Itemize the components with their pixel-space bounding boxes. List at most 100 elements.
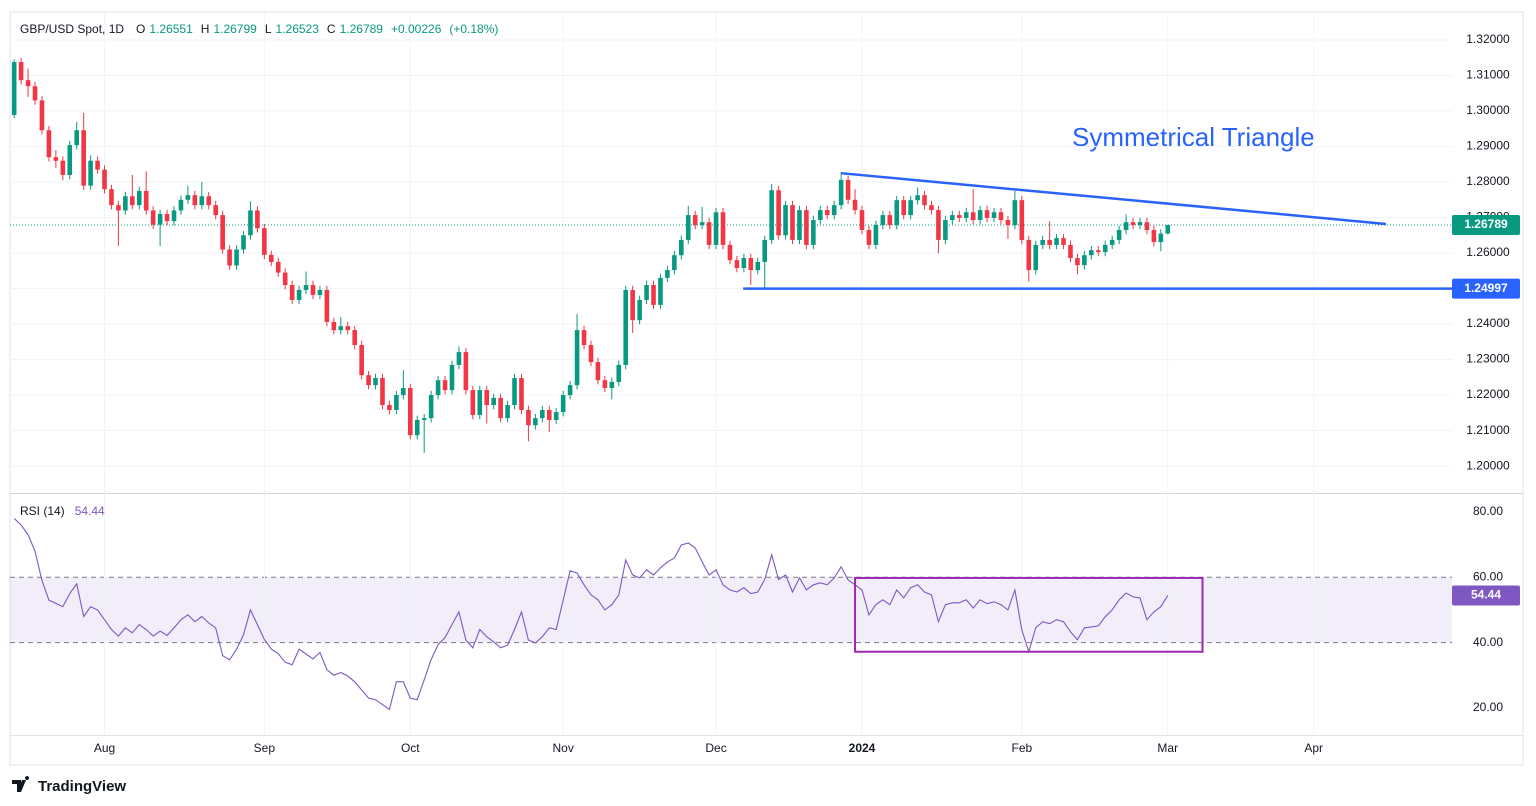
candle-body xyxy=(227,249,232,266)
candle-body xyxy=(317,289,323,295)
candle-body xyxy=(25,80,31,87)
candle-body xyxy=(936,210,941,240)
candle-body xyxy=(414,419,420,436)
ohlc-value: 1.26799 xyxy=(213,22,257,36)
candle-body xyxy=(53,157,59,161)
candle-body xyxy=(998,212,1004,221)
candle-body xyxy=(811,220,816,245)
candle-body xyxy=(672,255,677,271)
candle-body xyxy=(540,409,545,419)
x-tick-label: Nov xyxy=(553,741,574,755)
candle-body xyxy=(894,200,900,226)
rsi-last-box xyxy=(1452,585,1520,606)
last-price-box xyxy=(1452,215,1520,236)
candle-body xyxy=(1158,233,1164,243)
candle-body xyxy=(470,390,476,415)
candle-body xyxy=(289,285,295,300)
candle-body xyxy=(1082,255,1087,266)
candle-body xyxy=(741,258,747,268)
candle-body xyxy=(616,364,622,382)
candle-body xyxy=(1123,222,1129,230)
candle-body xyxy=(1130,222,1136,226)
candle-body xyxy=(1026,239,1032,271)
candle-body xyxy=(852,199,858,211)
candle-body xyxy=(435,380,441,396)
candle-body xyxy=(665,270,670,278)
candle-body xyxy=(859,210,865,230)
candle-body xyxy=(922,195,927,206)
candle-body xyxy=(519,378,524,410)
y-tick-label: 1.26000 xyxy=(1466,245,1510,259)
candle-body xyxy=(192,195,198,206)
candle-body xyxy=(1095,250,1101,252)
candle-body xyxy=(1054,238,1059,245)
candle-body xyxy=(394,395,399,410)
candle-body xyxy=(1075,258,1080,266)
candle-body xyxy=(1165,225,1171,234)
candle-body xyxy=(783,205,788,236)
candle-body xyxy=(296,289,302,300)
support-label: 1.24997 xyxy=(1464,281,1508,295)
candle-body xyxy=(102,169,107,190)
rsi-legend: RSI (14) 54.44 xyxy=(20,504,105,518)
candle-body xyxy=(463,352,469,391)
candle-body xyxy=(18,62,24,81)
candle-body xyxy=(845,179,851,200)
candle-body xyxy=(373,378,378,386)
candle-body xyxy=(956,215,962,218)
candle-body xyxy=(46,130,52,158)
candle-body xyxy=(199,196,205,206)
candle-body xyxy=(1068,244,1073,259)
y-tick-label: 1.22000 xyxy=(1466,387,1510,401)
candle-body xyxy=(748,258,754,271)
candle-body xyxy=(178,199,184,211)
candle-body xyxy=(776,190,781,236)
candle-body xyxy=(1019,200,1025,240)
candle-body xyxy=(734,260,740,268)
candle-body xyxy=(171,210,177,222)
rsi-title: RSI (14) xyxy=(20,504,65,518)
y-tick-label: 1.32000 xyxy=(1466,32,1510,46)
candle-body xyxy=(456,352,462,365)
candle-body xyxy=(637,299,642,321)
candle-body xyxy=(915,195,920,201)
candle-body xyxy=(755,261,761,271)
candle-body xyxy=(970,212,976,221)
candle-body xyxy=(1033,244,1039,271)
rsi-tick-label: 60.00 xyxy=(1473,569,1503,583)
candle-body xyxy=(157,214,163,225)
candle-body xyxy=(81,130,86,186)
candle-body xyxy=(282,272,288,286)
rsi-band xyxy=(10,577,1452,643)
candle-body xyxy=(484,390,490,406)
candle-body xyxy=(873,225,879,245)
candle-body xyxy=(1151,229,1157,243)
candle-body xyxy=(130,196,135,206)
candle-body xyxy=(74,130,80,146)
x-tick-label: Oct xyxy=(401,741,420,755)
annotation: Symmetrical Triangle xyxy=(1072,122,1315,152)
candle-body xyxy=(150,210,156,225)
candle-body xyxy=(651,285,656,305)
candle-body xyxy=(164,214,170,222)
symbol: GBP/USD Spot, 1D xyxy=(20,22,125,36)
ohlc-value: 1.26789 xyxy=(339,22,383,36)
candle-body xyxy=(255,210,260,229)
x-tick-label: Dec xyxy=(705,741,726,755)
ohlc-label: L xyxy=(264,22,272,36)
candle-body xyxy=(679,239,684,256)
ohlc-label: H xyxy=(200,22,210,36)
candle-body xyxy=(658,277,663,305)
candle-body xyxy=(380,378,385,406)
x-tick-label: 2024 xyxy=(849,741,876,755)
candle-body xyxy=(804,210,809,245)
candle-body xyxy=(762,239,768,262)
candle-body xyxy=(39,100,45,131)
candle-body xyxy=(268,254,274,262)
candle-body xyxy=(387,405,392,410)
candle-body xyxy=(241,235,246,250)
candle-body xyxy=(421,418,427,420)
candle-body xyxy=(595,362,601,381)
